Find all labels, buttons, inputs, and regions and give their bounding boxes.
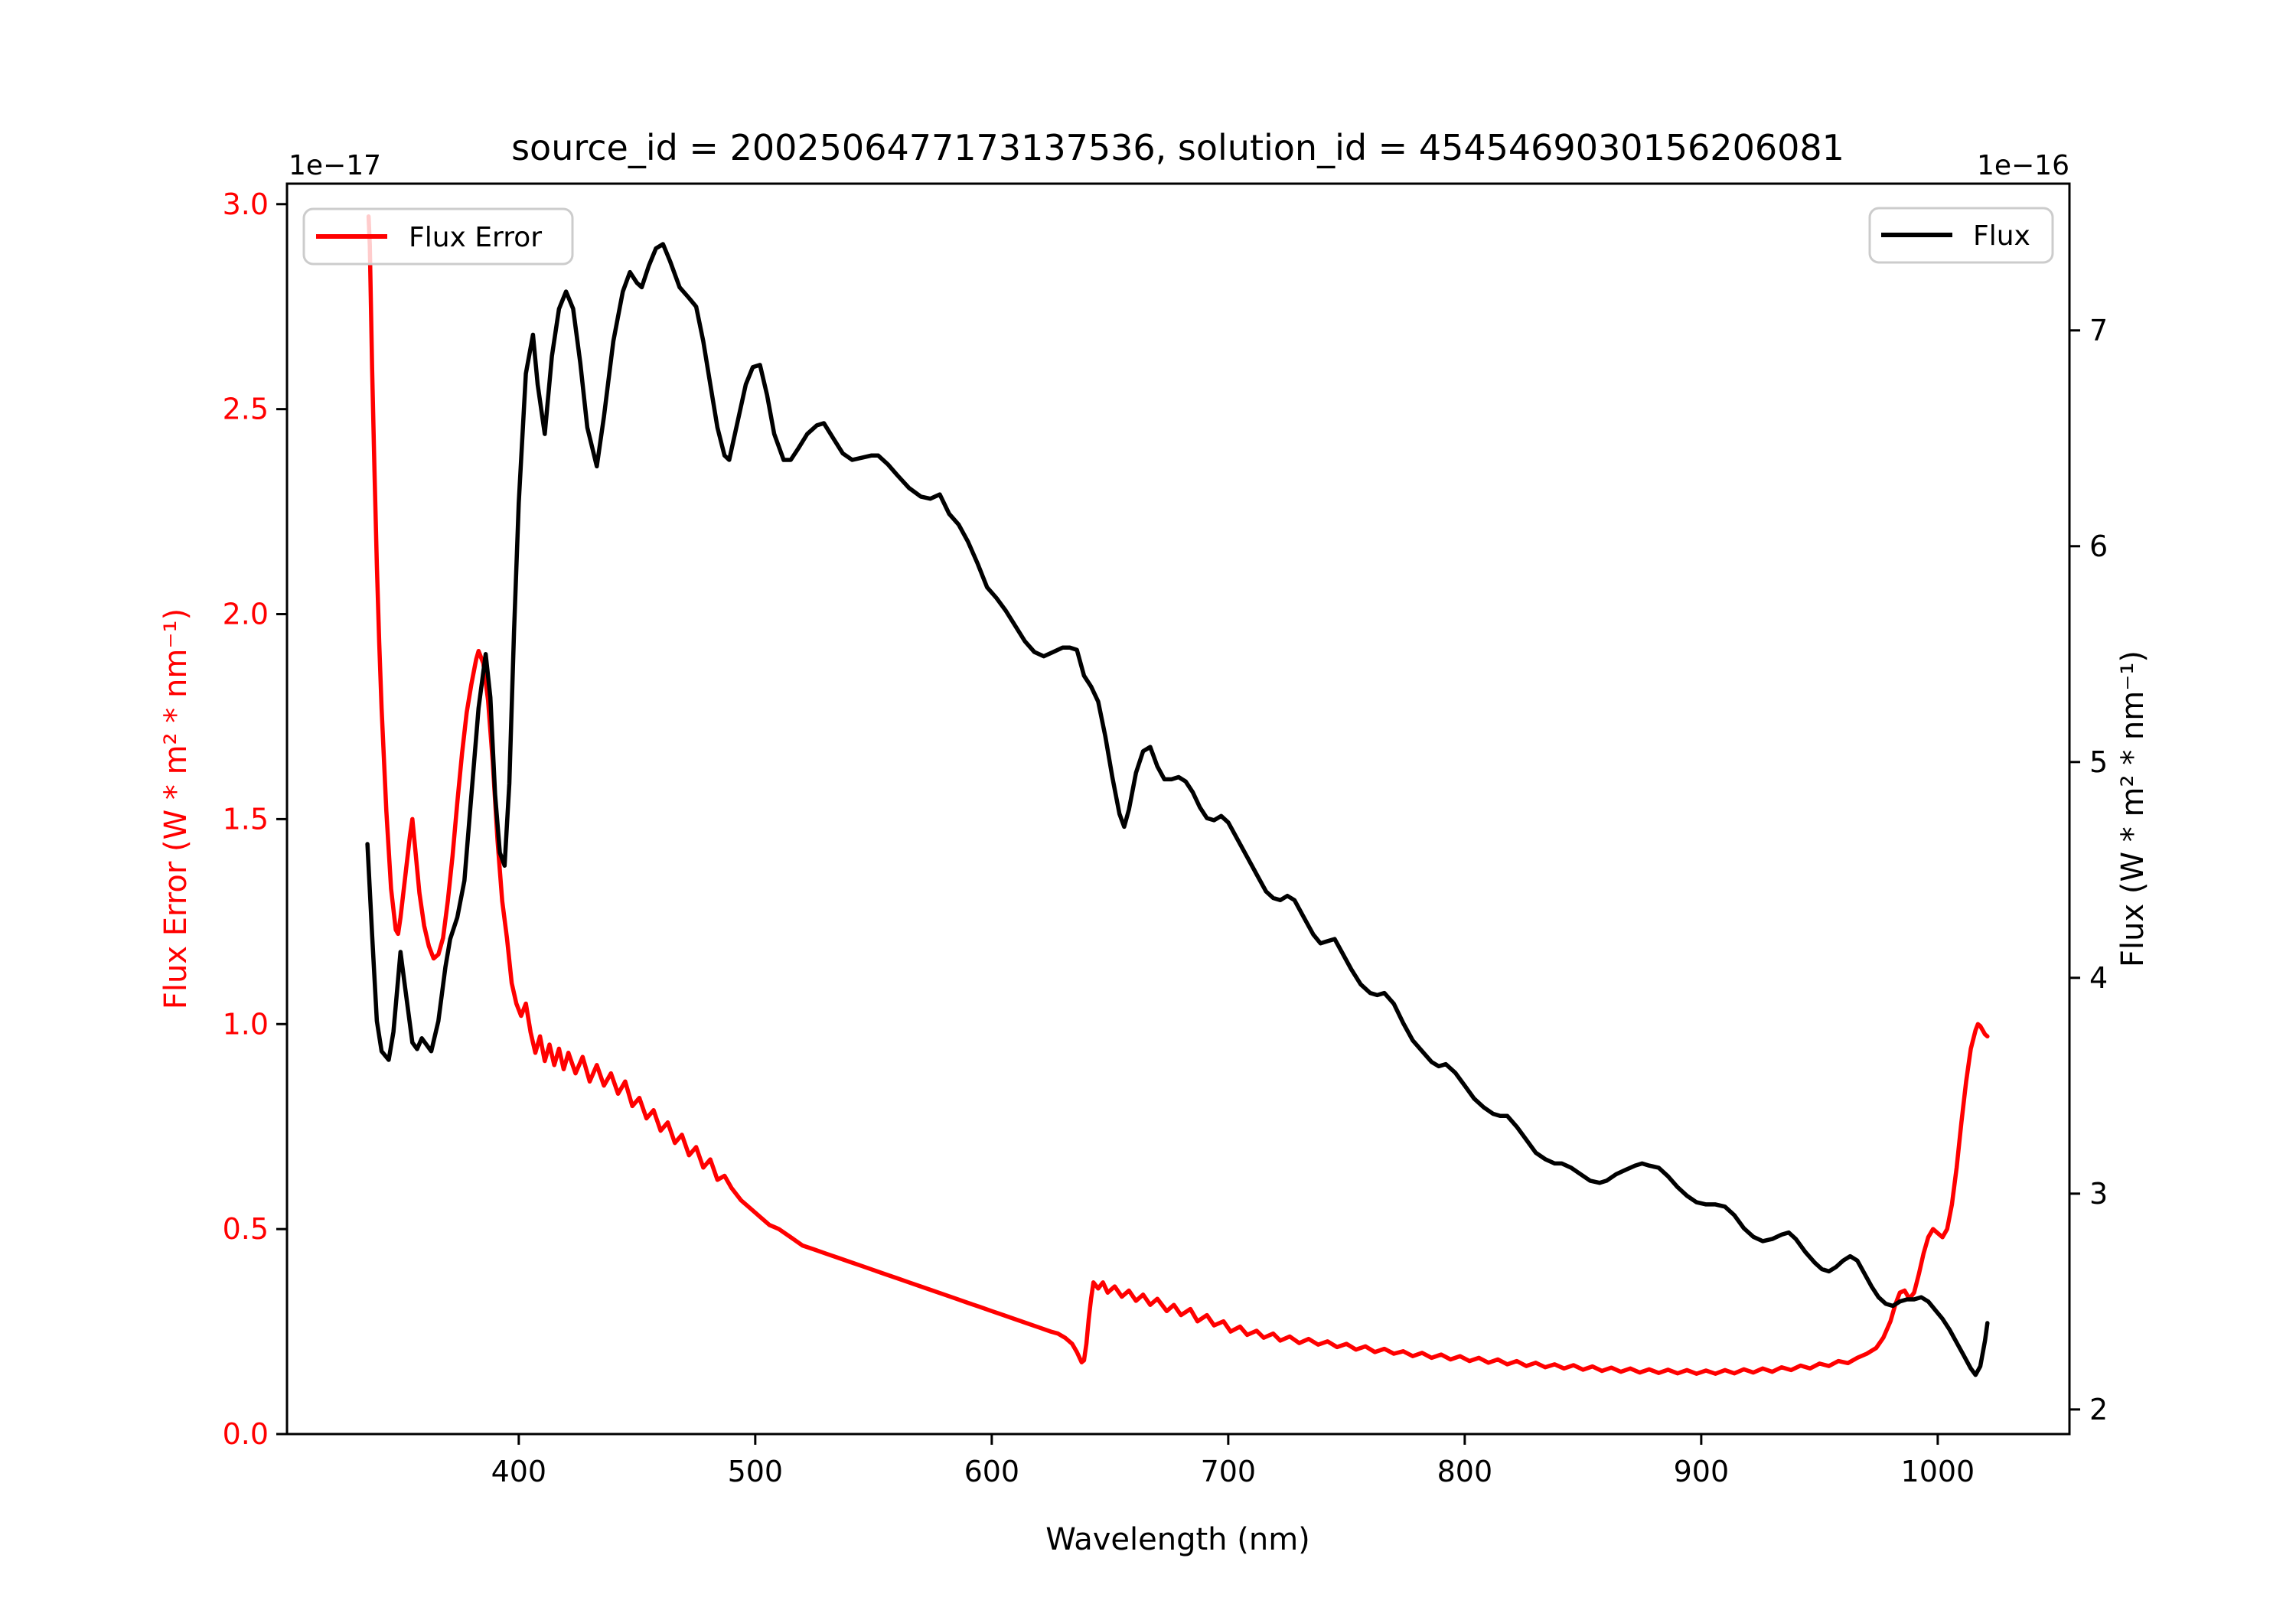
y-left-tick-label: 2.0 xyxy=(223,598,269,631)
legend-flux-error-box xyxy=(302,207,574,266)
y-left-tick-label: 1.5 xyxy=(223,802,269,836)
y-right-offset-text: 1e−16 xyxy=(1977,150,2069,181)
flux-line xyxy=(365,242,1990,1377)
y-left-offset-text: 1e−17 xyxy=(289,150,381,181)
chart-title: source_id = 2002506477173137536, solutio… xyxy=(511,127,1844,168)
y-right-tick-label: 6 xyxy=(2089,530,2108,563)
legend-flux: Flux xyxy=(1868,207,2054,264)
x-tick-label: 500 xyxy=(728,1455,784,1488)
x-tick-label: 900 xyxy=(1674,1455,1730,1488)
plot-area xyxy=(285,182,2071,1436)
y-right-axis-ticks: 2 3 4 5 6 7 xyxy=(2069,314,2108,1426)
y-right-tick-label: 4 xyxy=(2089,961,2108,995)
legend-flux-box xyxy=(1868,207,2054,264)
y-right-tick-label: 2 xyxy=(2089,1393,2108,1426)
y-right-tick-label: 3 xyxy=(2089,1177,2108,1211)
x-tick-label: 1000 xyxy=(1901,1455,1975,1488)
x-axis-ticks: 400 500 600 700 800 900 1000 xyxy=(491,1434,1975,1488)
x-axis-label: Wavelength (nm) xyxy=(1045,1522,1310,1557)
y-left-tick-label: 1.0 xyxy=(223,1007,269,1041)
legend-flux-error-label: Flux Error xyxy=(409,222,542,253)
x-tick-label: 700 xyxy=(1201,1455,1257,1488)
x-tick-label: 400 xyxy=(491,1455,547,1488)
y-left-tick-label: 0.5 xyxy=(223,1212,269,1246)
x-tick-label: 800 xyxy=(1437,1455,1493,1488)
flux-error-line xyxy=(366,214,1990,1376)
y-left-tick-label: 2.5 xyxy=(223,393,269,426)
y-right-tick-label: 7 xyxy=(2089,314,2108,347)
y-right-tick-label: 5 xyxy=(2089,745,2108,779)
y-left-axis-label: Flux Error (W * m² * nm⁻¹) xyxy=(158,608,194,1009)
y-left-tick-label: 0.0 xyxy=(223,1417,269,1451)
legend-flux-error: Flux Error xyxy=(302,207,574,266)
y-left-axis-ticks: 0.0 0.5 1.0 1.5 2.0 2.5 3.0 xyxy=(223,187,287,1451)
y-right-axis-label: Flux (W * m² * nm⁻¹) xyxy=(2115,650,2151,967)
x-tick-label: 600 xyxy=(964,1455,1020,1488)
legend-flux-label: Flux xyxy=(1973,220,2030,252)
y-left-tick-label: 3.0 xyxy=(223,187,269,221)
